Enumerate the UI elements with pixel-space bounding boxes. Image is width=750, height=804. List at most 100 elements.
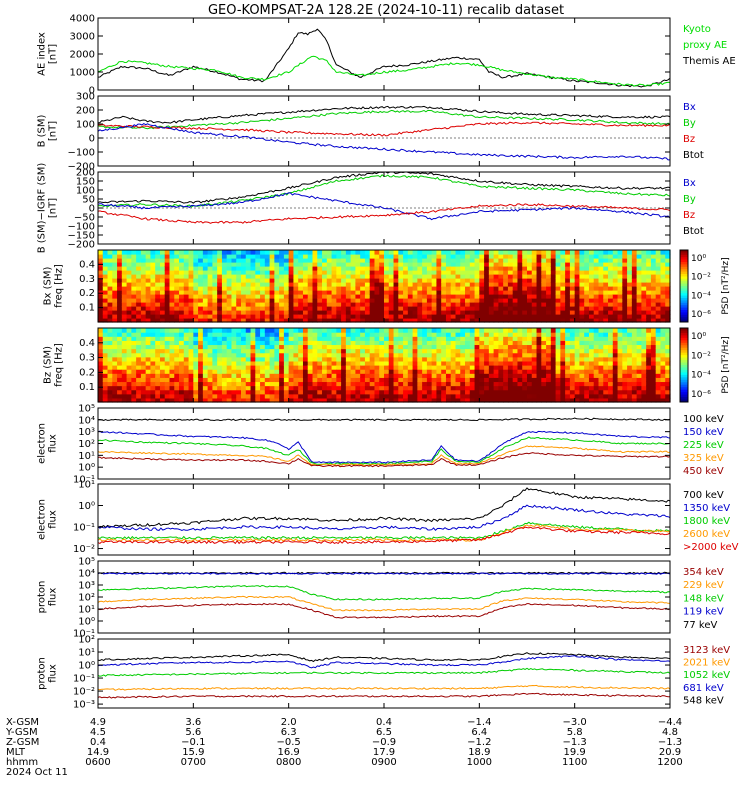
bx_spec-cell xyxy=(384,250,390,255)
bz_spec-cell xyxy=(183,381,190,387)
bz_spec-cell xyxy=(569,381,576,387)
bx_spec-cell xyxy=(426,258,433,263)
bx_spec-cell xyxy=(422,314,428,319)
bz_spec-cell xyxy=(436,356,442,362)
bx_spec-cell xyxy=(302,266,309,271)
bz_spec-cell xyxy=(603,332,609,337)
bz_spec-cell xyxy=(212,344,218,350)
bz_spec-cell xyxy=(374,332,380,337)
bz_spec-cell xyxy=(584,348,590,354)
bx_spec-cell xyxy=(274,310,280,315)
bx_spec-cell xyxy=(179,250,185,255)
bz_spec-cell xyxy=(403,352,409,358)
bx_spec-cell xyxy=(579,314,585,319)
bz_spec-cell xyxy=(355,385,361,391)
bz_spec-cell xyxy=(646,352,652,358)
bz_spec-cell xyxy=(374,352,380,358)
bz_spec-cell xyxy=(312,360,318,366)
bz_spec-cell xyxy=(608,336,614,341)
bx_spec-cell xyxy=(360,254,366,259)
bx_spec-cell xyxy=(631,302,638,307)
bz_spec-cell xyxy=(493,369,499,374)
bz_spec-cell xyxy=(527,377,533,383)
bz_spec-cell xyxy=(140,381,147,387)
bx_spec-cell xyxy=(436,270,442,275)
bx_spec-cell xyxy=(579,266,585,271)
bx_spec-cell xyxy=(388,278,395,283)
bx_spec-cell xyxy=(150,310,156,315)
bx_spec-cell xyxy=(431,250,438,255)
bx_spec-cell xyxy=(379,298,385,303)
bx_spec-cell xyxy=(493,250,499,255)
bz_spec-cell xyxy=(350,369,356,374)
bx_spec-cell xyxy=(460,274,466,279)
colorbar-segment xyxy=(680,387,688,391)
bz_spec-cell xyxy=(107,356,113,362)
bx_spec-cell xyxy=(283,258,290,263)
bz_spec-cell xyxy=(403,340,409,346)
bx_spec-cell xyxy=(307,274,314,279)
legend-entry: 354 keV xyxy=(683,567,724,578)
bz_spec-cell xyxy=(546,336,552,341)
bz_spec-cell xyxy=(660,344,666,350)
bx_spec-cell xyxy=(479,314,485,319)
bx_spec-cell xyxy=(412,314,418,319)
bx_spec-cell xyxy=(317,270,323,275)
bx_spec-cell xyxy=(364,306,371,311)
bx_spec-cell xyxy=(245,290,252,295)
bx_spec-cell xyxy=(560,290,566,295)
bz_spec-cell xyxy=(417,352,423,358)
bx_spec-cell xyxy=(393,274,399,279)
bx_spec-cell xyxy=(379,282,385,287)
bx_spec-cell xyxy=(393,302,399,307)
bz_spec-cell xyxy=(145,348,152,354)
bx_spec-cell xyxy=(608,270,614,275)
bx_spec-cell xyxy=(546,270,552,275)
bx_spec-cell xyxy=(264,318,271,323)
bx_spec-cell xyxy=(288,294,295,299)
bz_spec-cell xyxy=(341,340,347,346)
bx_spec-heatmap xyxy=(98,250,671,323)
legend-entry: By xyxy=(683,194,696,205)
bz_spec-cell xyxy=(241,373,247,378)
bx_spec-cell xyxy=(150,266,156,271)
bx_spec-cell xyxy=(617,266,623,271)
bx_spec-cell xyxy=(307,262,314,267)
bx_spec-cell xyxy=(317,290,323,295)
bz_spec-cell xyxy=(531,356,538,362)
bx_spec-cell xyxy=(231,294,237,299)
bz_spec-cell xyxy=(288,397,295,403)
bz_spec-cell xyxy=(198,369,204,374)
bx_spec-cell xyxy=(422,302,428,307)
bz_spec-cell xyxy=(302,336,309,341)
bz_spec-cell xyxy=(279,365,285,370)
colorbar-segment xyxy=(680,283,688,287)
bz_spec-cell xyxy=(260,356,266,362)
bz_spec-cell xyxy=(422,385,428,391)
bz_spec-cell xyxy=(550,336,557,341)
bx_spec-cell xyxy=(479,298,485,303)
bz_spec-cell xyxy=(579,360,585,366)
bz_spec-cell xyxy=(422,328,428,333)
bz_spec-cell xyxy=(360,340,366,346)
bz_spec-cell xyxy=(531,373,538,378)
bz_spec-cell xyxy=(550,356,557,362)
bz_spec-cell xyxy=(212,393,218,399)
ytick-label: 10¹ xyxy=(78,648,95,659)
colorbar-frame xyxy=(679,249,689,323)
bz_spec-cell xyxy=(212,369,218,374)
bx_spec-cell xyxy=(345,290,352,295)
bx_spec-cell xyxy=(412,258,418,263)
bz_spec-cell xyxy=(293,340,299,346)
bx_spec-cell xyxy=(646,290,652,295)
bx_spec-cell xyxy=(326,306,333,311)
bz_spec-cell xyxy=(155,352,161,358)
bz_spec-cell xyxy=(136,340,142,346)
bx_spec-cell xyxy=(636,290,642,295)
bx_spec-cell xyxy=(612,262,619,267)
bx_spec-cell xyxy=(107,310,113,315)
bz_spec-cell xyxy=(117,365,123,370)
bx_spec-cell xyxy=(631,278,638,283)
bz_spec-cell xyxy=(231,381,237,387)
bx_spec-cell xyxy=(460,294,466,299)
